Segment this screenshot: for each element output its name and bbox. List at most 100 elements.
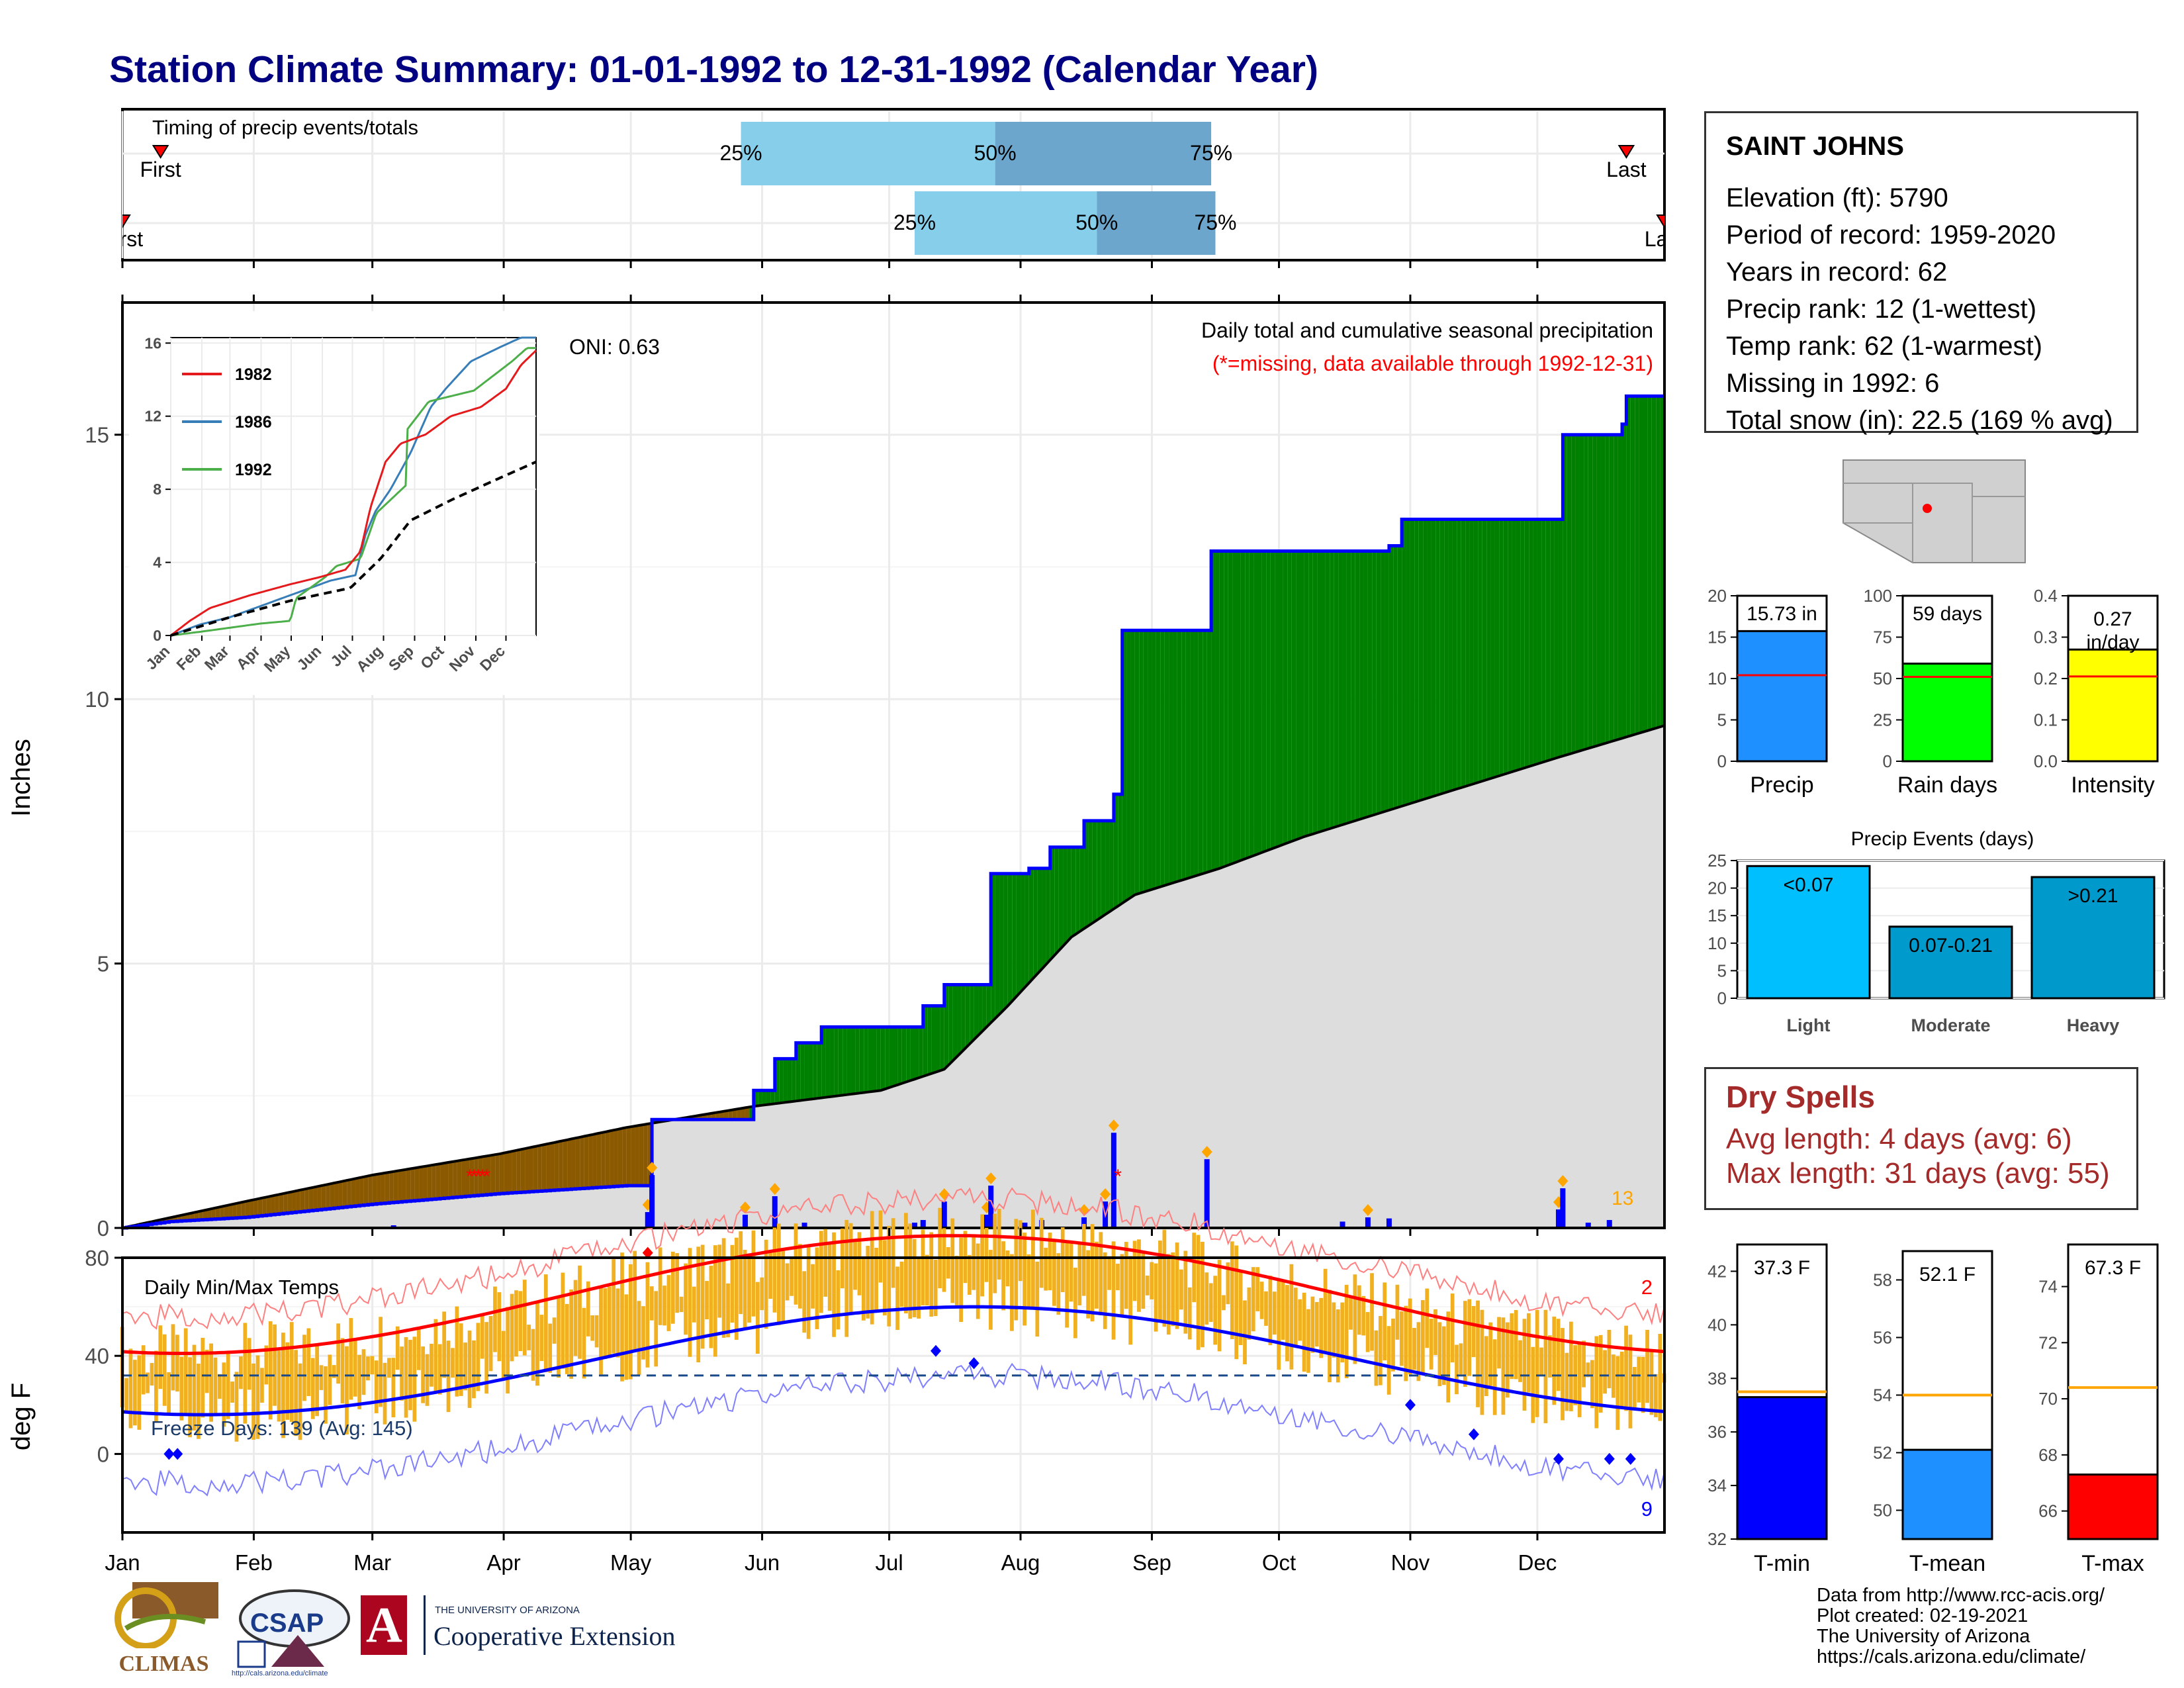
daily-temp-bar <box>925 1254 929 1306</box>
precip-departure-segment <box>469 1158 475 1196</box>
month-label: May <box>610 1550 652 1575</box>
precip-departure-segment <box>393 1170 398 1203</box>
precip-ytick-label: 15 <box>85 423 109 447</box>
precip-departure-segment <box>1021 873 1025 992</box>
precip-departure-segment <box>893 1027 898 1086</box>
daily-temp-bar <box>1137 1239 1141 1312</box>
daily-temp-bar <box>1450 1293 1455 1363</box>
daily-temp-bar <box>1234 1245 1239 1360</box>
precip-departure-segment <box>1181 630 1186 880</box>
precip-departure-segment <box>1635 396 1639 735</box>
daily-temp-bar <box>1217 1260 1222 1352</box>
daily-precip-bar <box>1555 1209 1561 1228</box>
precip-departure-segment <box>1249 551 1254 858</box>
precip-departure-segment <box>257 1197 263 1217</box>
ua-line1: THE UNIVERSITY OF ARIZONA <box>435 1605 580 1616</box>
daily-temp-bar <box>1357 1285 1361 1335</box>
precip-departure-segment <box>1537 519 1542 765</box>
daily-temp-bar <box>645 1262 650 1368</box>
precip-departure-segment <box>1194 630 1199 876</box>
precip-departure-segment <box>817 1043 822 1099</box>
daily-temp-bar <box>222 1362 226 1427</box>
precip-departure-segment <box>1584 434 1588 750</box>
daily-temp-bar <box>730 1244 735 1323</box>
precip-departure-segment <box>1261 551 1267 853</box>
precip-departure-segment <box>1088 820 1093 926</box>
daily-temp-bar <box>1476 1300 1480 1407</box>
mini-bar-tick-label: 0.4 <box>2034 586 2058 606</box>
events-category-label: Light <box>1787 1015 1831 1035</box>
precip-departure-segment <box>1105 820 1110 915</box>
daily-temp-bar <box>493 1286 497 1352</box>
precip-departure-segment <box>614 1129 618 1187</box>
daily-temp-bar <box>395 1326 400 1370</box>
daily-precip-bar <box>1111 1133 1116 1228</box>
precip-departure-segment <box>610 1130 614 1187</box>
dry-spells-title: Dry Spells <box>1726 1080 1875 1114</box>
precip-departure-segment <box>1046 868 1050 965</box>
daily-temp-bar <box>1035 1261 1040 1337</box>
precip-departure-segment <box>1257 551 1262 855</box>
timing-q75-label: 75% <box>1190 141 1232 165</box>
daily-temp-bar <box>1111 1241 1116 1340</box>
daily-temp-bar <box>480 1315 484 1359</box>
precip-departure-segment <box>1173 630 1177 883</box>
csap-text: CSAP <box>250 1609 324 1638</box>
station-detail-line: Period of record: 1959-2020 <box>1726 220 2056 250</box>
record-low-marker <box>931 1344 942 1357</box>
precip-departure-segment <box>482 1156 487 1196</box>
precip-departure-segment <box>617 1128 623 1186</box>
daily-temp-bar <box>1518 1340 1522 1382</box>
daily-precip-bar <box>1386 1218 1392 1228</box>
daily-temp-bar <box>1539 1347 1543 1376</box>
daily-temp-bar <box>255 1355 260 1439</box>
month-label: Sep <box>1132 1550 1171 1575</box>
month-label: Dec <box>1518 1550 1557 1575</box>
inset-legend-label: 1986 <box>235 413 272 432</box>
precip-departure-segment <box>1486 519 1491 780</box>
daily-temp-bar <box>412 1336 417 1422</box>
precip-departure-segment <box>906 1027 911 1082</box>
daily-temp-bar <box>1531 1346 1535 1423</box>
record-low-marker <box>1553 1452 1564 1465</box>
daily-temp-bar <box>747 1256 751 1323</box>
daily-temp-bar <box>374 1360 379 1413</box>
daily-temp-bar <box>357 1354 362 1409</box>
precip-departure-segment <box>1596 434 1601 746</box>
precip-ytick-label: 10 <box>85 687 109 712</box>
daily-temp-bar <box>862 1258 866 1321</box>
timing-last-label: Last <box>1606 158 1647 181</box>
daily-temp-bar <box>128 1348 133 1429</box>
precip-departure-segment <box>741 1107 745 1120</box>
daily-temp-bar <box>133 1360 137 1426</box>
daily-temp-bar <box>1547 1335 1552 1378</box>
daily-precip-marker <box>1557 1175 1569 1188</box>
precip-departure-segment <box>1203 630 1207 874</box>
precip-departure-segment <box>876 1027 881 1092</box>
precip-departure-segment <box>931 1006 936 1074</box>
daily-temp-bar <box>1014 1219 1019 1321</box>
mini-bar-value-unit: in/day <box>2086 632 2139 653</box>
events-bar-label: >0.21 <box>2068 885 2118 907</box>
events-bar <box>1888 925 2013 1000</box>
daily-temp-bar <box>1107 1256 1112 1290</box>
daily-temp-bar <box>883 1240 887 1316</box>
daily-temp-bar <box>1060 1227 1065 1292</box>
timing-first-marker <box>122 214 131 228</box>
precip-departure-segment <box>457 1160 462 1197</box>
daily-temp-bar <box>319 1365 324 1390</box>
daily-temp-bar <box>578 1265 582 1359</box>
daily-temp-bar <box>451 1348 455 1378</box>
climas-swoosh <box>124 1614 206 1631</box>
daily-precip-bar <box>1365 1217 1371 1228</box>
precip-departure-segment <box>1643 396 1648 732</box>
precip-departure-segment <box>512 1150 517 1193</box>
daily-precip-bar <box>1560 1188 1566 1228</box>
daily-temp-bar <box>615 1288 620 1358</box>
daily-temp-bar <box>535 1302 539 1386</box>
precip-departure-segment <box>313 1186 318 1211</box>
daily-temp-bar <box>1090 1224 1095 1322</box>
daily-temp-bar <box>895 1266 899 1331</box>
observed-precip-line <box>122 394 1664 1230</box>
precip-departure-segment <box>567 1139 572 1190</box>
